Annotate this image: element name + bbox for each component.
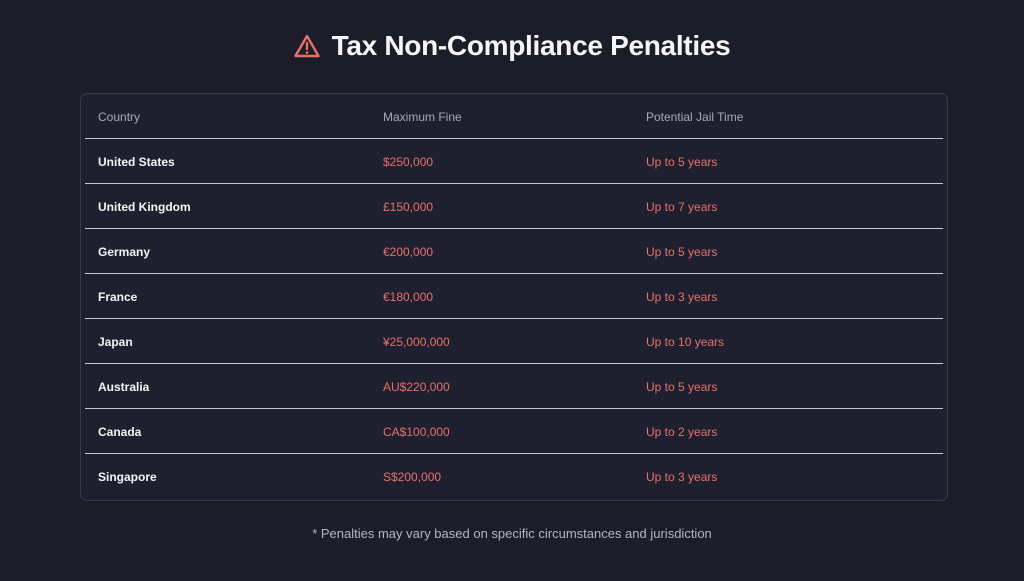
table-cell: Germany [98, 244, 151, 259]
table-cell: United Kingdom [98, 199, 191, 214]
title: Tax Non-Compliance Penalties [331, 30, 731, 61]
table-row: France €180,000 Up to 3 years [85, 273, 943, 319]
table-cell: $250,000 [383, 154, 434, 169]
table-cell: United States [98, 154, 175, 169]
column-header: Maximum Fine [383, 109, 462, 124]
table-cell: Australia [98, 379, 150, 394]
table-cell: AU$220,000 [383, 379, 450, 394]
header-row: Country Maximum Fine Potential Jail Time [85, 94, 943, 139]
table-row: Australia AU$220,000 Up to 5 years [85, 363, 943, 409]
table-cell: CA$100,000 [383, 424, 450, 439]
table-cell: Up to 5 years [646, 379, 718, 394]
table-cell: Up to 5 years [646, 244, 718, 259]
table-row: Germany €200,000 Up to 5 years [85, 228, 943, 274]
table-cell: €180,000 [383, 289, 434, 304]
table-row: Canada CA$100,000 Up to 2 years [85, 408, 943, 454]
header: Tax Non-Compliance Penalties [0, 30, 1024, 62]
table-cell: France [98, 289, 138, 304]
table-cell: Up to 2 years [646, 424, 718, 439]
table-cell: Up to 5 years [646, 154, 718, 169]
column-header: Potential Jail Time [646, 109, 744, 124]
table-cell: Singapore [98, 469, 157, 484]
table-cell: Up to 7 years [646, 199, 718, 214]
table-row: United Kingdom £150,000 Up to 7 years [85, 183, 943, 229]
table-row: United States $250,000 Up to 5 years [85, 138, 943, 184]
table-cell: S$200,000 [383, 469, 442, 484]
table-cell: ¥25,000,000 [383, 334, 450, 349]
table: Country Maximum Fine Potential Jail Time Un… [80, 93, 948, 501]
table-cell: Up to 10 years [646, 334, 725, 349]
table-cell: Japan [98, 334, 133, 349]
footnote: * Penalties may vary based on specific c… [312, 526, 712, 541]
warning-icon [293, 34, 320, 58]
table-cell: Canada [98, 424, 142, 439]
column-header: Country [98, 109, 141, 124]
table-row: Singapore S$200,000 Up to 3 years [85, 453, 943, 499]
table-row: Japan ¥25,000,000 Up to 10 years [85, 318, 943, 364]
table-cell: £150,000 [383, 199, 434, 214]
table-cell: Up to 3 years [646, 289, 718, 304]
table-cell: €200,000 [383, 244, 434, 259]
table-cell: Up to 3 years [646, 469, 718, 484]
